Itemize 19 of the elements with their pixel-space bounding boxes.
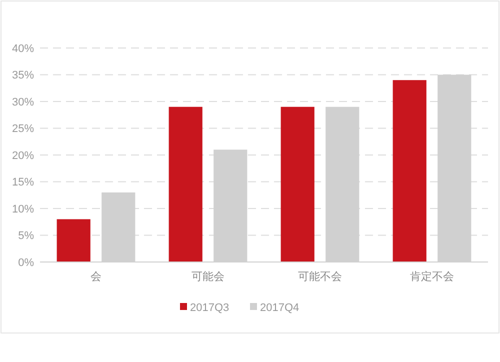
bar xyxy=(280,106,314,262)
y-tick-label: 30% xyxy=(12,96,34,108)
bar xyxy=(392,80,426,262)
y-tick-label: 5% xyxy=(18,230,34,242)
y-tick-label: 25% xyxy=(12,123,34,136)
legend-label: 2017Q4 xyxy=(260,302,300,314)
bar xyxy=(56,219,90,262)
x-tick-label: 可能会 xyxy=(192,270,224,283)
x-tick-label: 会 xyxy=(90,271,102,283)
legend-label: 2017Q3 xyxy=(190,302,230,314)
y-tick-label: 0% xyxy=(18,256,34,269)
y-tick-label: 15% xyxy=(12,176,34,189)
x-tick-label: 可能不会 xyxy=(298,270,342,283)
x-tick-label: 肯定不会 xyxy=(410,270,454,283)
bar xyxy=(168,106,202,262)
y-tick-label: 10% xyxy=(12,203,34,216)
y-tick-label: 20% xyxy=(12,150,34,162)
y-tick-label: 35% xyxy=(12,70,34,82)
y-tick-label: 40% xyxy=(12,42,34,55)
